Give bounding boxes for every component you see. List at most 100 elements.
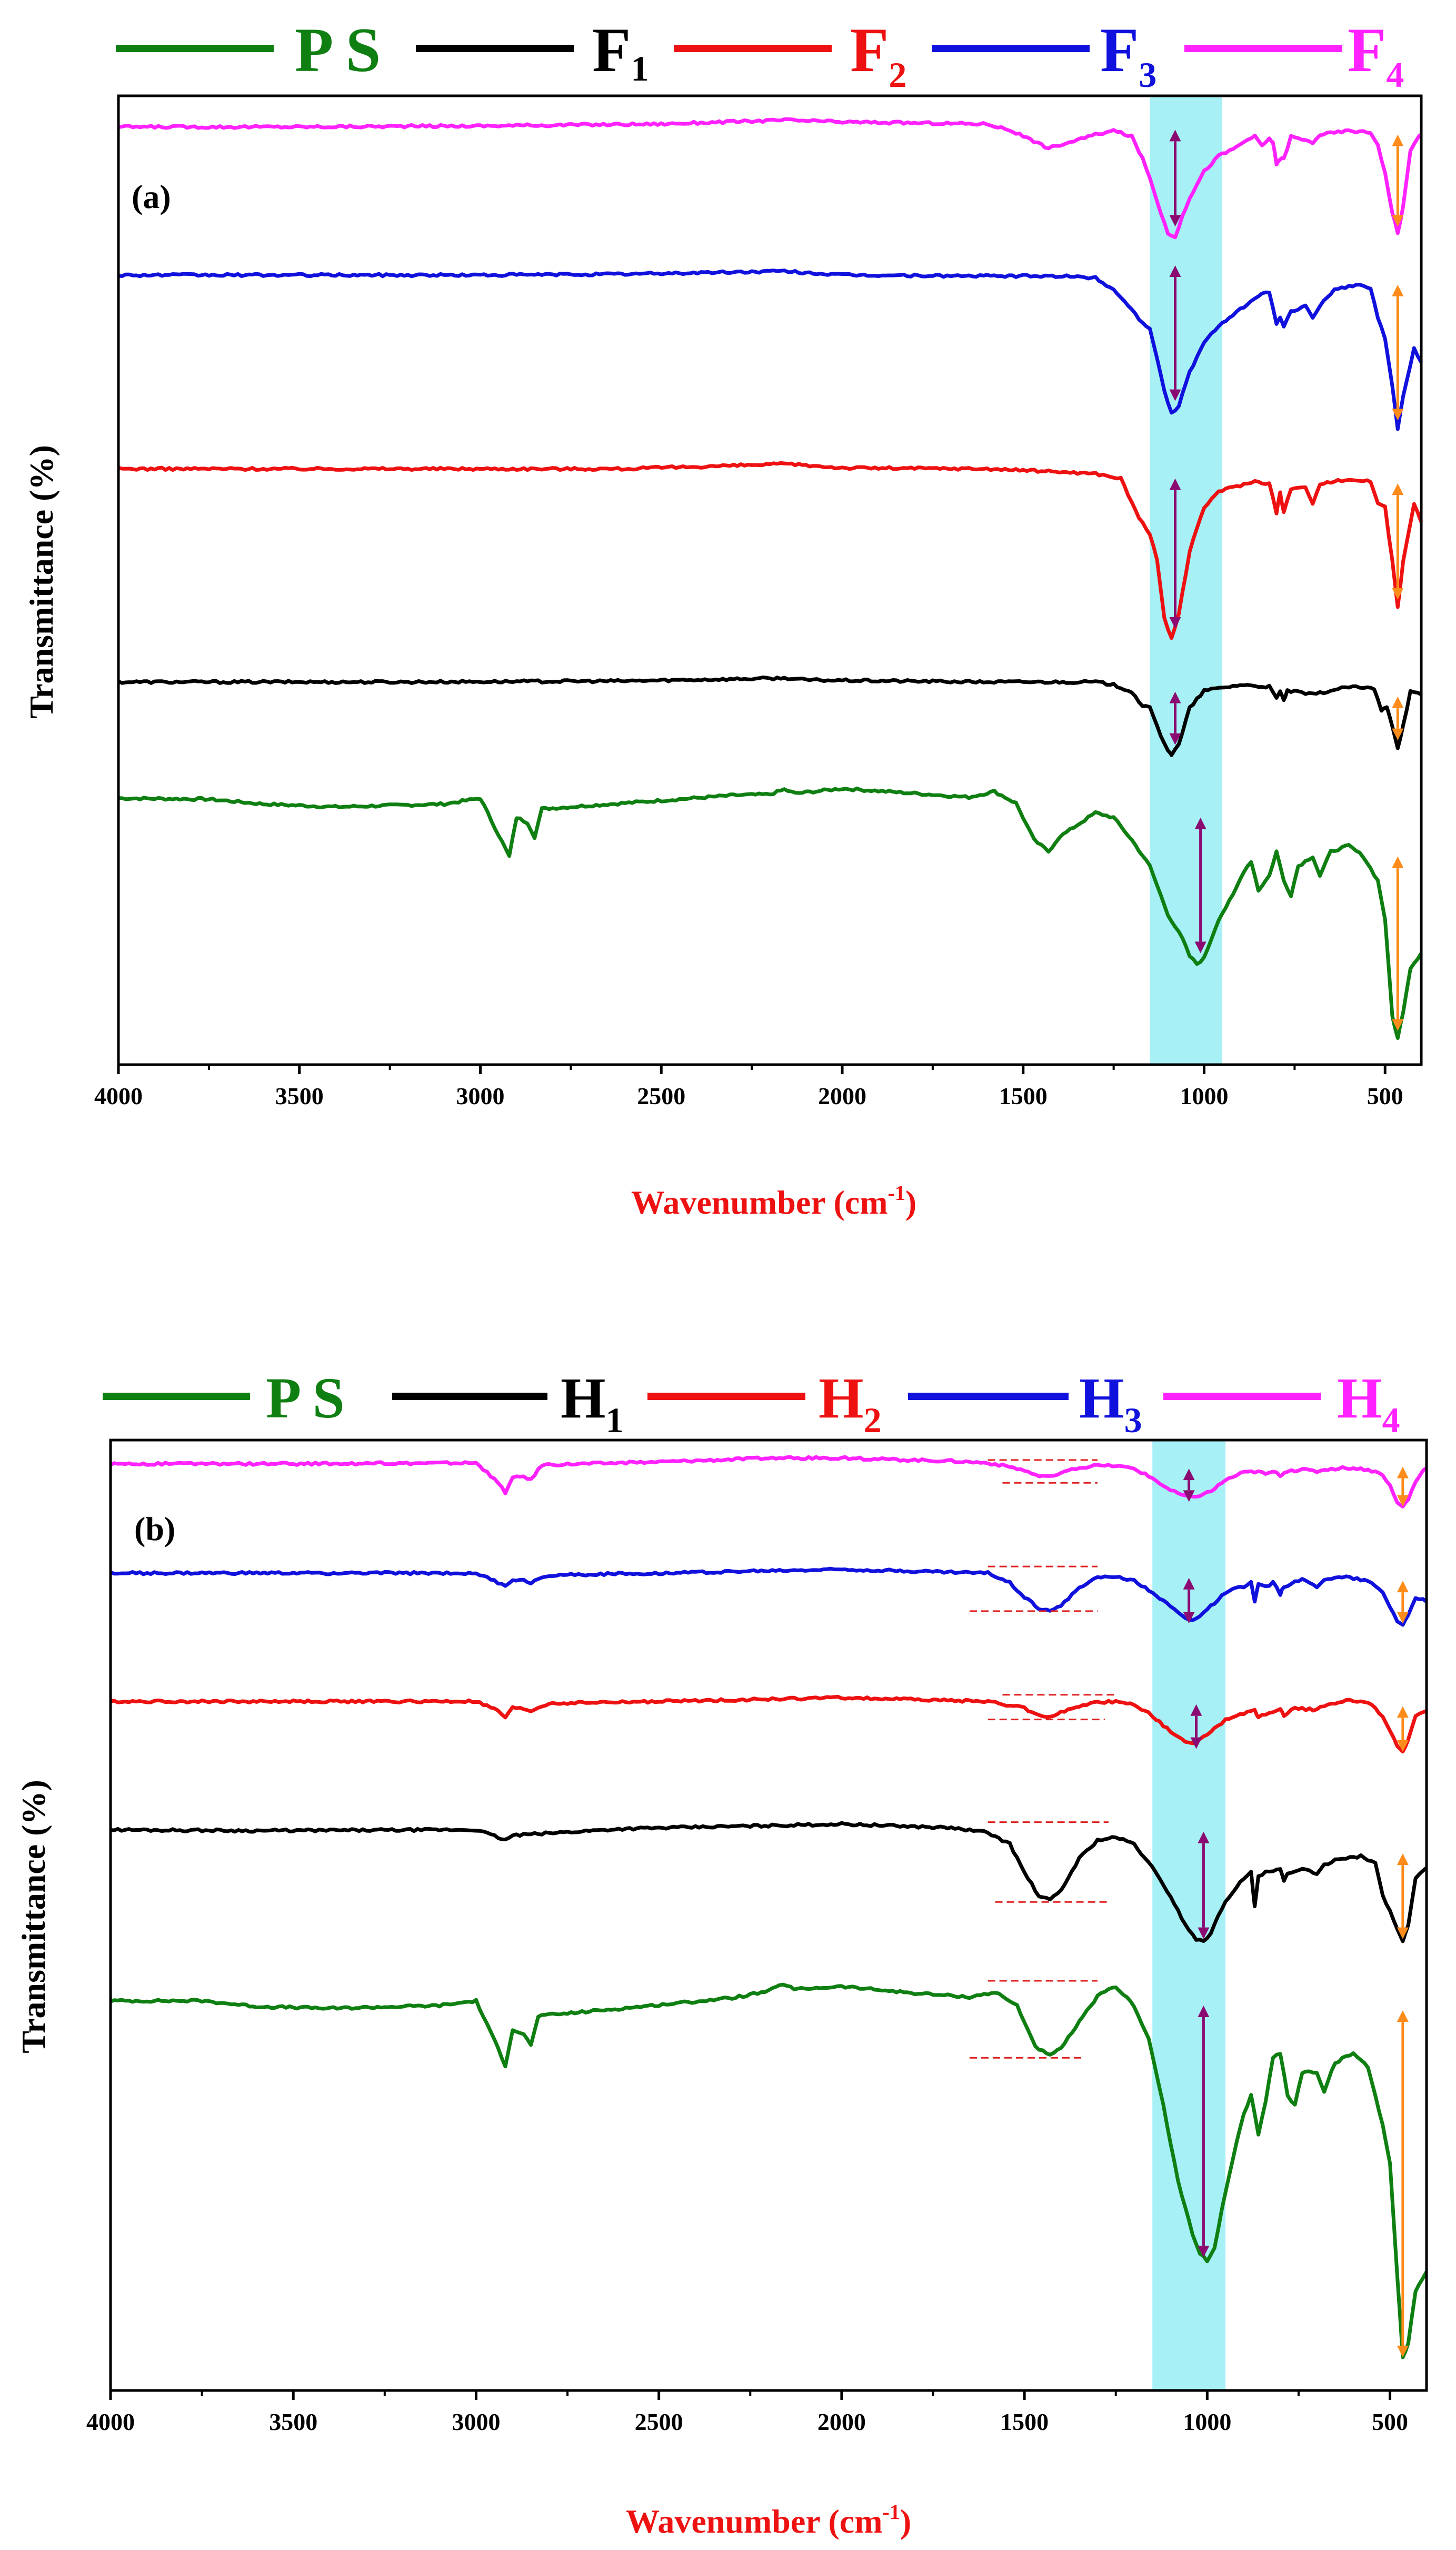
panel-a-series-s1 <box>117 676 1422 757</box>
panel-a-x-axis-label: Wavenumber (cm-1) <box>631 1181 916 1221</box>
panel-a: P S F1 F2 F3 F4 4000 3500 3000 2500 2000 1500… <box>23 15 1423 1221</box>
panel-b-legend: P S H1 H2 H3 H4 <box>103 1366 1400 1440</box>
panel-a-arrow-4-head-down <box>1169 733 1181 745</box>
panel-a-arrows <box>1169 130 1404 1031</box>
panel-a-x-tick-label-1500: 1500 <box>999 1083 1048 1109</box>
panel-b-arrow-7-head-down <box>1397 1612 1409 1624</box>
panel-b-y-axis-label: Transmittance (%) <box>15 1780 52 2053</box>
panel-a-series-s2 <box>118 461 1423 640</box>
panel-b-series-s2 <box>110 1694 1428 1754</box>
panel-b-arrow-1 <box>1183 1469 1195 1502</box>
panel-b-arrow-9-head-up <box>1397 1853 1409 1866</box>
panel-b-arrow-3-head-up <box>1190 1704 1202 1716</box>
panel-b-arrow-1-head-up <box>1183 1469 1195 1481</box>
panel-b-series <box>109 1455 1429 2359</box>
panel-b-arrow-5-head-up <box>1198 2005 1210 2017</box>
panel-b-arrow-6-head-up <box>1397 1466 1409 1479</box>
panel-a-y-axis-label: Transmittance (%) <box>23 445 60 719</box>
panel-b-x-ticks: 4000 3500 3000 2500 2000 1500 1000 500 <box>86 2390 1408 2435</box>
panel-b-arrow-4-head-down <box>1198 1927 1210 1939</box>
panel-a-arrow-10-head-up <box>1392 856 1404 868</box>
panel-b-arrow-6-head-down <box>1397 1495 1409 1507</box>
panel-b-arrow-2-head-up <box>1183 1577 1195 1590</box>
panel-b-arrow-8-head-up <box>1397 1706 1409 1718</box>
panel-a-arrow-6 <box>1392 134 1404 227</box>
panel-b-arrow-7 <box>1397 1581 1409 1624</box>
panel-b-legend-label-h1: H1 <box>561 1366 624 1440</box>
panel-a-x-tick-label-4000: 4000 <box>94 1083 143 1109</box>
panel-a-arrow-7-head-down <box>1392 409 1404 421</box>
panel-a-arrow-2-head-up <box>1169 265 1181 277</box>
panel-b-arrows <box>1183 1466 1409 2357</box>
panel-b-arrow-8-head-down <box>1397 1740 1409 1752</box>
panel-a-arrow-5-head-up <box>1194 817 1206 829</box>
panel-a-arrow-8-head-up <box>1392 483 1404 495</box>
panel-a-arrow-9 <box>1392 696 1404 740</box>
panel-a-arrow-7-head-up <box>1392 284 1404 296</box>
panel-b-arrow-5 <box>1198 2005 1210 2258</box>
panel-b-x-tick-label-1500: 1500 <box>1000 2408 1049 2435</box>
panel-a-legend: P S F1 F2 F3 F4 <box>116 15 1404 95</box>
panel-a-arrow-9-head-down <box>1392 728 1404 740</box>
panel-a-x-tick-label-2500: 2500 <box>637 1083 685 1109</box>
panel-a-arrow-1-head-up <box>1169 130 1181 142</box>
panel-b-arrow-2-head-down <box>1183 1612 1195 1624</box>
panel-a-arrow-1 <box>1169 130 1181 227</box>
panel-a-arrow-10 <box>1392 856 1404 1031</box>
panel-b-arrow-9 <box>1397 1853 1409 1939</box>
panel-a-arrow-4 <box>1169 691 1181 745</box>
panel-b-legend-label-h3: H3 <box>1079 1366 1142 1440</box>
panel-a-arrow-8-head-down <box>1392 588 1404 600</box>
panel-a-x-tick-label-3000: 3000 <box>456 1083 505 1109</box>
panel-a-arrow-7 <box>1392 284 1404 421</box>
panel-b-arrow-4 <box>1198 1831 1210 1939</box>
panel-a-arrow-6-head-up <box>1392 134 1404 146</box>
panel-b-arrow-3-head-down <box>1190 1737 1202 1749</box>
panel-b-plot-frame <box>109 1438 1428 2392</box>
panel-a-label: (a) <box>132 178 171 215</box>
panel-b-arrow-10-head-up <box>1397 2010 1409 2022</box>
panel-a-x-tick-label-500: 500 <box>1367 1083 1403 1109</box>
panel-b-arrow-10-head-down <box>1397 2345 1409 2357</box>
panel-b-arrow-8 <box>1397 1706 1409 1752</box>
panel-a-legend-label-f3: F3 <box>1100 15 1156 95</box>
panel-a-x-ticks: 4000 3500 3000 2500 2000 1500 1000 500 <box>94 1065 1403 1109</box>
panel-b-x-axis-label: Wavenumber (cm-1) <box>626 2500 911 2540</box>
panel-a-arrow-9-head-up <box>1392 696 1404 708</box>
panel-a-plot-frame <box>117 94 1423 1066</box>
panel-b-dashed-lines <box>969 1459 1116 2059</box>
panel-a-arrow-3 <box>1169 478 1181 629</box>
panel-a-series-s3 <box>118 269 1423 431</box>
panel-a-legend-label-f2: F2 <box>850 15 906 95</box>
panel-a-arrow-8 <box>1392 483 1404 600</box>
panel-b: P S H1 H2 H3 H4 4000 3500 3000 2500 2000 1500… <box>15 1366 1429 2540</box>
panel-b-arrow-6 <box>1397 1466 1409 1507</box>
panel-a-arrow-4-head-up <box>1169 691 1181 703</box>
panel-a-arrow-3-head-down <box>1169 617 1181 629</box>
panel-a-x-tick-label-1000: 1000 <box>1180 1083 1229 1109</box>
panel-b-x-tick-label-2500: 2500 <box>635 2408 683 2435</box>
panel-a-series-ps <box>118 786 1423 1040</box>
panel-b-series-s3 <box>109 1566 1428 1627</box>
panel-b-legend-label-ps: P S <box>266 1366 345 1430</box>
panel-b-series-s4 <box>109 1455 1427 1509</box>
panel-a-series-s4 <box>118 117 1422 240</box>
panel-b-arrow-9-head-down <box>1397 1927 1409 1939</box>
panel-a-legend-label-f1: F1 <box>592 15 649 88</box>
panel-b-x-tick-label-1000: 1000 <box>1183 2408 1231 2435</box>
panel-a-legend-label-f4: F4 <box>1348 15 1404 95</box>
panel-b-x-tick-label-3000: 3000 <box>452 2408 500 2435</box>
panel-a-arrow-5 <box>1194 817 1206 954</box>
panel-b-arrow-10 <box>1397 2010 1409 2357</box>
panel-b-legend-label-h2: H2 <box>819 1366 882 1440</box>
panel-b-arrow-2 <box>1183 1577 1195 1624</box>
panel-b-x-tick-label-500: 500 <box>1372 2408 1408 2435</box>
panel-b-series-ps <box>109 1982 1429 2359</box>
panel-a-legend-label-ps: P S <box>295 15 381 85</box>
panel-a-series <box>117 117 1423 1040</box>
panel-b-x-tick-label-3500: 3500 <box>269 2408 317 2435</box>
panel-a-x-tick-label-2000: 2000 <box>818 1083 866 1109</box>
panel-a-arrow-3-head-up <box>1169 478 1181 490</box>
panel-a-arrow-2 <box>1169 265 1181 401</box>
